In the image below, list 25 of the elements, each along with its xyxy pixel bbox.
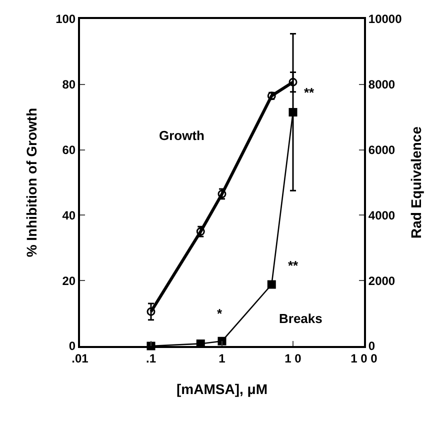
x-tick-label: 1 xyxy=(218,351,226,366)
text: Growth xyxy=(159,128,205,143)
y2-tick-label: 2000 xyxy=(368,274,396,288)
y2-tick-label: 4000 xyxy=(368,208,396,222)
y-tick-label: 40 xyxy=(62,208,76,222)
y2-tick-label: 8000 xyxy=(368,78,396,92)
x-tick-label: .1 xyxy=(146,351,156,366)
y-axis-title: % Inhibition of Growth xyxy=(24,108,40,258)
x-tick-label: 1 0 xyxy=(284,351,302,366)
annotation: * xyxy=(217,306,223,321)
y-tick-label: 0 xyxy=(68,339,76,354)
x-tick-label: 1 0 0 xyxy=(350,351,378,366)
x-axis-title: [mAMSA], μM xyxy=(176,381,268,398)
y-tick-label: 100 xyxy=(56,12,76,26)
y2-tick-label: 0 xyxy=(368,339,376,354)
annotation: ** xyxy=(304,85,316,100)
x-tick-label: .01 xyxy=(72,351,89,366)
annotation: ** xyxy=(288,258,300,273)
y-tick-label: 60 xyxy=(62,143,76,157)
y2-tick-label: 6000 xyxy=(368,143,396,157)
y2-axis-title: Rad Equivalence xyxy=(408,126,424,239)
y-tick-label: 80 xyxy=(62,78,76,92)
y2-tick-label: 10000 xyxy=(368,12,402,26)
series-label: Breaks xyxy=(279,311,322,326)
y-tick-label: 20 xyxy=(62,274,76,288)
